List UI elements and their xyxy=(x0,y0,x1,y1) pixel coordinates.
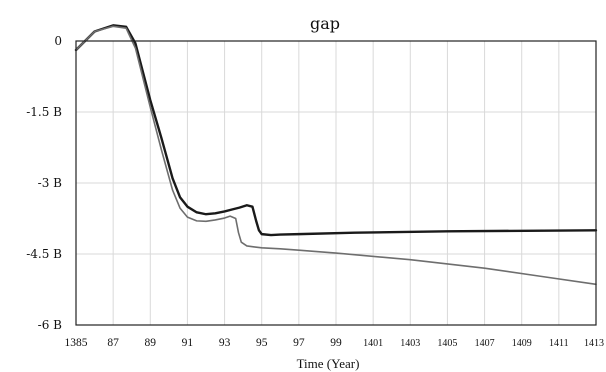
chart-title: gap xyxy=(310,14,340,33)
y-tick-label: -6 B xyxy=(38,318,63,332)
x-axis-label: Time (Year) xyxy=(297,356,360,371)
grid xyxy=(76,41,596,325)
x-tick-label: 91 xyxy=(182,337,194,349)
x-tick-label: 1385 xyxy=(65,337,88,349)
x-tick-label: 99 xyxy=(330,337,342,349)
plot-frame xyxy=(75,40,597,326)
x-tick-label: 1405 xyxy=(437,338,457,349)
x-axis-ticks: 1385 87 89 91 93 95 97 99 1401 1403 1405 1407 1409 14… xyxy=(65,337,605,349)
x-tick-label: 1413 xyxy=(584,338,604,349)
x-tick-label: 1401 xyxy=(363,338,383,349)
series-line-2 xyxy=(75,25,597,286)
x-tick-label: 95 xyxy=(256,337,268,349)
series-line-1 xyxy=(74,24,598,237)
x-tick-label: 1407 xyxy=(475,338,495,349)
x-tick-label: 93 xyxy=(219,337,231,349)
x-tick-label: 97 xyxy=(293,337,305,349)
x-tick-label: 89 xyxy=(145,337,157,349)
x-tick-label: 1403 xyxy=(400,338,420,349)
y-tick-label: -1.5 B xyxy=(26,105,62,119)
x-tick-label: 1409 xyxy=(512,338,532,349)
y-axis-ticks: 0 -1.5 B -3 B -4.5 B -6 B xyxy=(26,34,62,332)
y-tick-label: -4.5 B xyxy=(26,247,62,261)
x-tick-label: 1411 xyxy=(549,338,569,349)
y-tick-label: 0 xyxy=(54,34,62,48)
x-tick-label: 87 xyxy=(107,337,119,349)
y-tick-label: -3 B xyxy=(38,176,63,190)
series-group xyxy=(74,24,598,286)
